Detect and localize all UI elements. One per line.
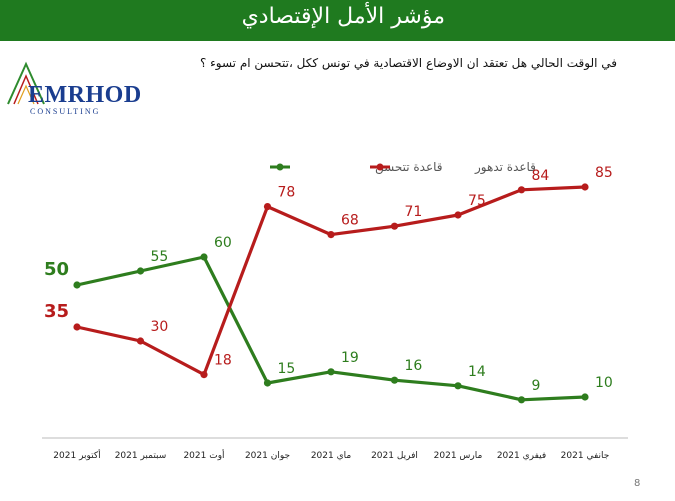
- page-title: مؤشر الأمل الإقتصادي: [241, 4, 445, 29]
- data-point: [136, 337, 145, 345]
- legend-item: قاعدة تتحسن: [270, 160, 443, 175]
- data-point: [327, 368, 335, 376]
- data-point: [136, 267, 145, 275]
- x-tick-label: أكتوبر 2021: [53, 449, 100, 461]
- data-point: [73, 281, 81, 289]
- chart-legend: قاعدة تتحسن قاعدة تدهور: [270, 160, 536, 175]
- legend-label: قاعدة تتحسن: [375, 160, 443, 175]
- x-tick-label: جوان 2021: [245, 451, 290, 461]
- data-label: 30: [151, 319, 169, 335]
- data-label: 84: [532, 168, 550, 184]
- x-tick-label: جانفي 2021: [561, 451, 610, 461]
- data-label: 19: [341, 350, 359, 366]
- logo-emblem-icon: [7, 61, 45, 105]
- data-point: [200, 371, 208, 379]
- data-point: [73, 323, 81, 331]
- series-line: [76, 185, 586, 377]
- x-tick-label: مارس 2021: [434, 451, 483, 461]
- data-point: [517, 186, 526, 194]
- data-label: 85: [595, 165, 613, 181]
- data-label: 10: [595, 375, 613, 391]
- x-tick-label: افريل 2021: [371, 451, 418, 461]
- x-tick-label: أوت 2021: [183, 449, 224, 461]
- legend-marker: [376, 163, 384, 171]
- data-label: 78: [278, 185, 296, 201]
- data-point: [454, 211, 462, 219]
- legend-item: قاعدة تدهور: [370, 160, 536, 175]
- data-label: 9: [532, 378, 541, 394]
- logo-subtitle: CONSULTING: [30, 107, 101, 116]
- data-label: 75: [468, 193, 486, 209]
- legend-marker: [276, 163, 284, 171]
- company-logo: EMRHOD CONSULTING: [4, 56, 144, 118]
- data-point: [327, 231, 335, 239]
- data-point: [263, 379, 272, 387]
- x-tick-label: فيفري 2021: [497, 451, 546, 461]
- data-label: 50: [44, 259, 69, 280]
- data-point: [390, 376, 399, 384]
- data-label: 18: [214, 353, 232, 369]
- header-bar: مؤشر الأمل الإقتصادي: [0, 0, 675, 41]
- data-label: 35: [44, 301, 69, 322]
- data-label: 14: [468, 364, 486, 380]
- data-point: [200, 253, 208, 261]
- data-point: [581, 393, 589, 401]
- x-tick-label: ماي 2021: [311, 451, 352, 461]
- survey-question: في الوقت الحالي هل تعتقد ان الاوضاع الاق…: [199, 56, 617, 70]
- data-point: [390, 222, 399, 230]
- data-label: 16: [405, 358, 423, 374]
- page-number: 8: [634, 478, 641, 489]
- data-label: 71: [405, 204, 423, 220]
- data-point: [581, 183, 589, 191]
- data-point: [454, 382, 462, 390]
- data-point: [517, 396, 526, 404]
- data-label: 15: [278, 361, 296, 377]
- data-label: 68: [341, 213, 359, 229]
- data-label: 60: [214, 235, 232, 251]
- data-point: [263, 203, 272, 211]
- data-label: 55: [151, 249, 169, 265]
- legend-label: قاعدة تدهور: [474, 160, 536, 175]
- logo-wordmark: EMRHOD: [28, 82, 142, 108]
- x-tick-label: سبتمبر 2021: [115, 451, 167, 461]
